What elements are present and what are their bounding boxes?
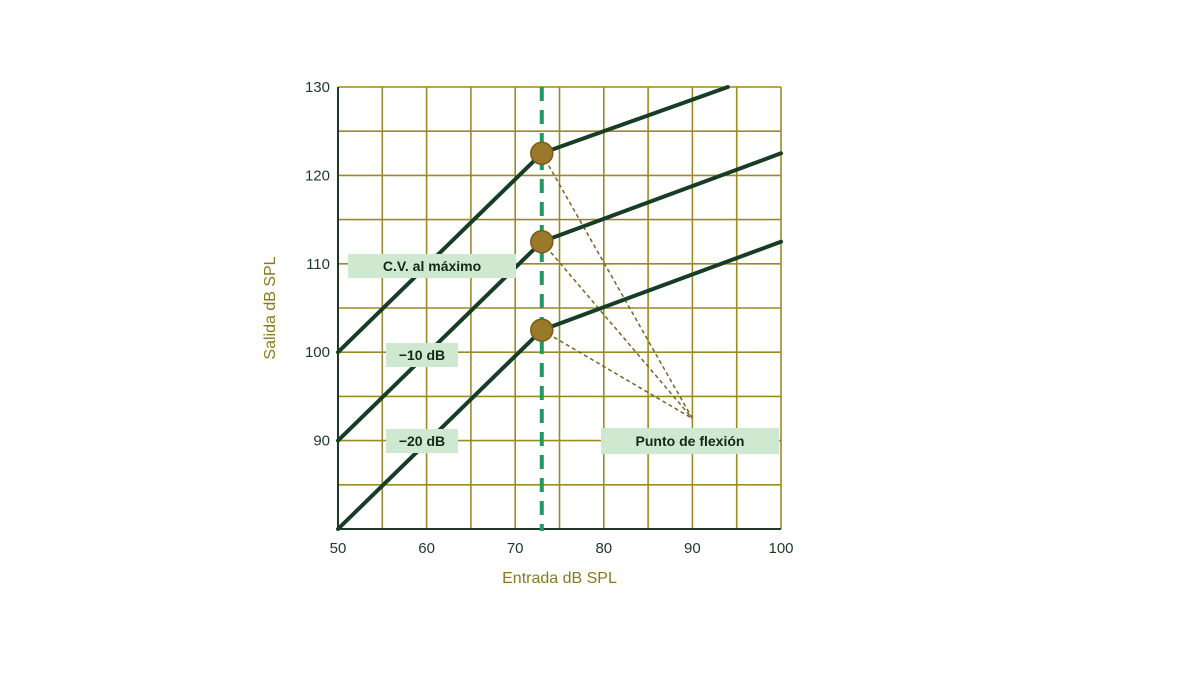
y-tick-label: 130 bbox=[305, 79, 330, 96]
y-tick-label: 100 bbox=[305, 344, 330, 361]
x-tick-label: 50 bbox=[330, 540, 347, 557]
x-tick-label: 100 bbox=[768, 540, 793, 557]
annotation-label-punto-flexion: Punto de flexión bbox=[636, 433, 745, 449]
y-tick-label: 90 bbox=[313, 433, 330, 450]
y-tick-label: 120 bbox=[305, 167, 330, 184]
knee-point-marker bbox=[530, 318, 554, 342]
series-label-minus-20-bg bbox=[386, 429, 458, 453]
x-tick-label: 70 bbox=[507, 540, 524, 557]
knee-markers bbox=[530, 141, 554, 342]
knee-point-marker bbox=[530, 229, 554, 254]
series-label-minus-10: −10 dB bbox=[399, 347, 445, 363]
series-label-minus-10-bg bbox=[386, 343, 458, 367]
series-label-cv-max-bg bbox=[348, 254, 516, 278]
x-tick-label: 90 bbox=[684, 540, 701, 557]
annotation-label-punto-flexion-bg bbox=[601, 428, 779, 454]
series-label-cv-max: C.V. al máximo bbox=[383, 258, 481, 274]
y-tick-label: 110 bbox=[306, 256, 330, 273]
x-axis-title: Entrada dB SPL bbox=[502, 570, 617, 587]
knee-point-marker bbox=[530, 141, 554, 166]
leader-line bbox=[541, 241, 693, 419]
series-label-minus-20: −20 dB bbox=[399, 433, 445, 449]
leader-line bbox=[541, 329, 693, 420]
tick-labels: 50 60 70 80 90 100 90 100 110 120 130 bbox=[305, 79, 794, 557]
x-tick-label: 80 bbox=[595, 540, 612, 557]
series-labels: C.V. al máximo −10 dB −20 dB Punto de flexi… bbox=[348, 254, 779, 454]
y-axis-title: Salida dB SPL bbox=[262, 256, 279, 359]
leader-line bbox=[541, 152, 694, 419]
leader-lines bbox=[541, 152, 694, 420]
x-tick-label: 60 bbox=[418, 540, 435, 557]
